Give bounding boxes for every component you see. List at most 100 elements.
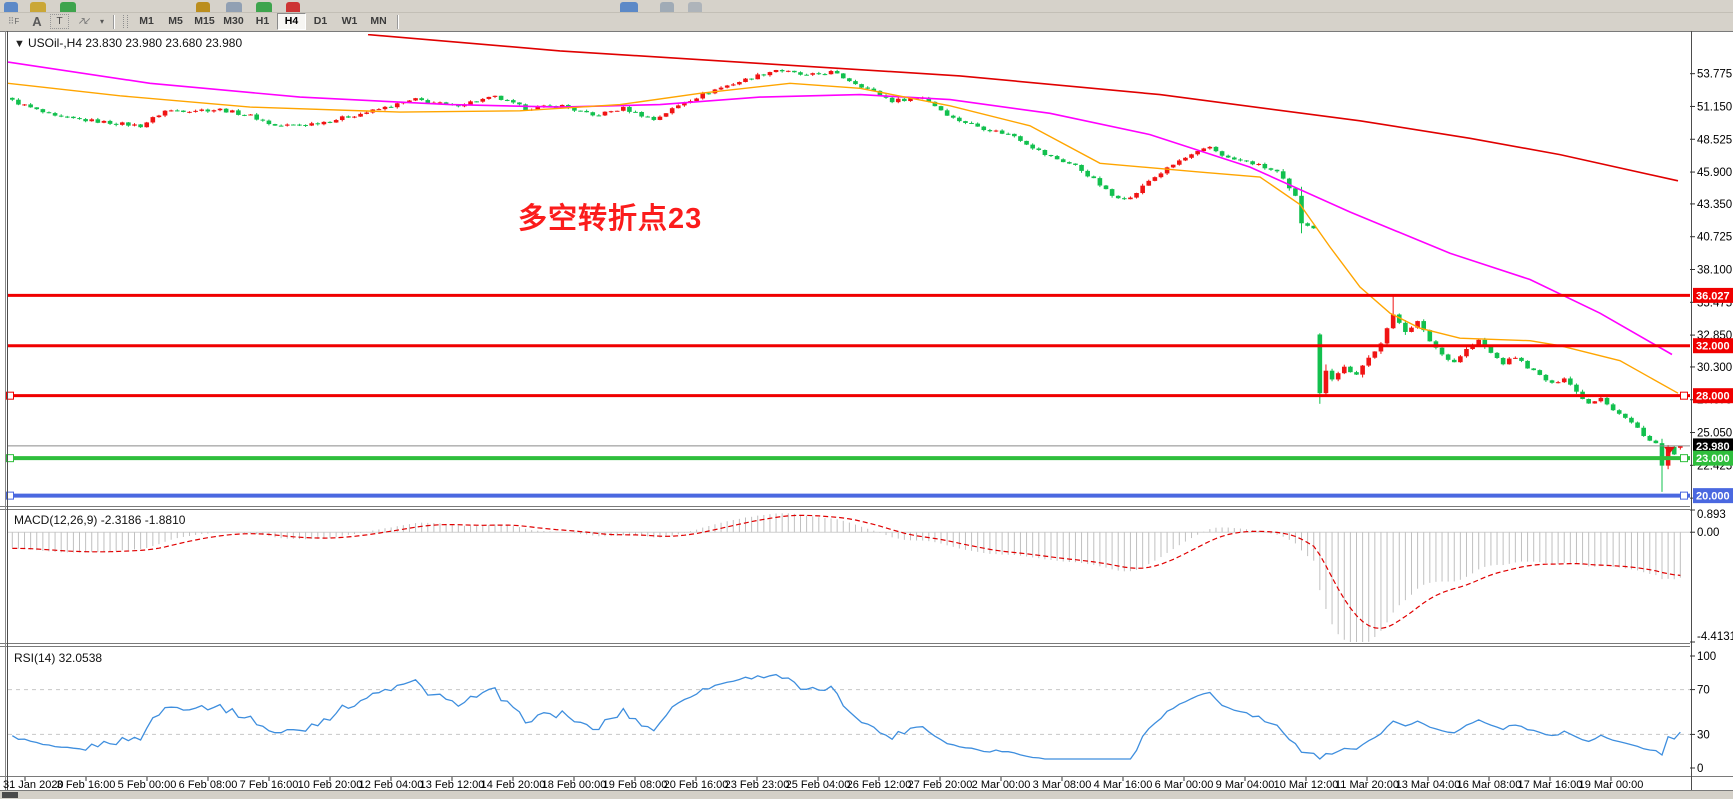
candle-body — [718, 87, 724, 90]
candle-body — [126, 122, 131, 126]
timeframe-button-m30[interactable]: M30 — [223, 15, 244, 27]
toolbar-icon-fragment[interactable] — [688, 2, 702, 12]
timeframe-button-d1[interactable]: D1 — [313, 15, 328, 27]
candle-body — [95, 119, 101, 123]
timeframe-button-mn[interactable]: MN — [370, 15, 387, 27]
grid-letter: F — [14, 17, 19, 26]
candle-body — [22, 104, 27, 106]
rsi-pane[interactable] — [8, 673, 1690, 760]
candle-body — [1232, 157, 1237, 160]
candle-body — [58, 115, 64, 117]
candle-body — [596, 115, 602, 117]
timeframe-button-w1[interactable]: W1 — [341, 15, 358, 27]
candle-body — [1286, 178, 1292, 189]
candle-body — [1360, 365, 1365, 375]
timeframe-button-h1[interactable]: H1 — [255, 15, 270, 27]
toolbar-row-top[interactable] — [0, 0, 1733, 13]
candle-body — [785, 70, 791, 72]
price-axis-label: 45.900 — [1697, 167, 1732, 179]
candle-body — [10, 97, 15, 100]
candle-body — [1592, 401, 1598, 404]
price-axis-label: 40.725 — [1697, 232, 1732, 244]
candle-body — [1635, 422, 1640, 428]
timeframe-button-m15[interactable]: M15 — [194, 15, 215, 27]
candle-body — [700, 93, 706, 99]
line-handle[interactable] — [1680, 454, 1688, 463]
candle-body — [743, 78, 748, 83]
line-handle[interactable] — [1680, 491, 1688, 500]
toolbar-icon-fragment[interactable] — [660, 2, 674, 12]
annotation-text[interactable]: 多空转折点23 — [518, 203, 703, 235]
candle-body — [779, 70, 785, 72]
timeframe-button-m5[interactable]: M5 — [168, 15, 183, 27]
candle-body — [278, 125, 284, 127]
price-axis[interactable]: 53.775 51.150 48.525 45.900 43.350 40.725 38.1… — [1690, 69, 1733, 775]
line-handle[interactable] — [1680, 391, 1688, 400]
macd-pane[interactable] — [8, 513, 1690, 645]
candle-body — [1451, 359, 1457, 363]
candle-body — [663, 113, 669, 117]
toolbar-icon-fragment[interactable] — [60, 2, 76, 12]
time-axis-label: 5 Feb 00:00 — [118, 779, 177, 791]
toolbar-icon-fragment[interactable] — [4, 2, 18, 12]
candle-body — [1164, 167, 1170, 174]
candle-body — [162, 110, 168, 116]
line-handle[interactable] — [6, 454, 14, 463]
candle-body — [1183, 157, 1188, 161]
candle-body — [1555, 382, 1561, 384]
candle-body — [260, 119, 266, 121]
candle-body — [1085, 170, 1090, 177]
main-pane-overlays[interactable] — [6, 293, 1691, 500]
toolbar-icon-fragment[interactable] — [286, 2, 300, 12]
candle-body — [1610, 404, 1616, 411]
candle-body — [669, 108, 675, 114]
line-handle[interactable] — [6, 391, 14, 400]
candle-body — [504, 99, 510, 101]
candle-body — [944, 110, 950, 116]
rsi-axis-label: 70 — [1697, 685, 1710, 697]
candle-body — [627, 106, 632, 112]
rsi-axis-label: 0 — [1697, 763, 1703, 775]
candle-body — [730, 84, 736, 86]
candle-body — [1256, 163, 1262, 165]
candle-body — [297, 124, 302, 126]
candle-body — [572, 107, 577, 111]
candle-body — [132, 124, 137, 126]
candle-body — [486, 96, 492, 99]
time-axis-label: 13 Feb 12:00 — [420, 779, 485, 791]
price-axis-label: 38.100 — [1697, 265, 1732, 277]
candle-body — [804, 74, 809, 76]
toolbar-icon-fragment[interactable] — [620, 2, 638, 12]
candle-body — [1305, 223, 1310, 226]
toolbar-icon-fragment[interactable] — [30, 2, 46, 12]
candle-body — [83, 119, 88, 122]
text-label-icon[interactable]: A — [32, 14, 42, 29]
candle-body — [1623, 413, 1628, 418]
timeframe-button-m1[interactable]: M1 — [139, 15, 154, 27]
candle-body — [847, 78, 852, 82]
toolbar-icon-fragment[interactable] — [256, 2, 272, 12]
indicator-grid-icon[interactable]: ⠿ F — [2, 14, 24, 29]
candle-body — [798, 72, 803, 75]
toolbar-icon-fragment[interactable] — [226, 2, 242, 12]
candle-body — [1177, 160, 1182, 165]
window-frame-lines — [0, 31, 1733, 791]
toolbar-grip[interactable] — [123, 15, 128, 28]
candle-body — [1537, 370, 1543, 375]
candle-body — [1464, 349, 1469, 357]
toolbar-icon-fragment[interactable] — [196, 2, 210, 12]
candle-body — [1274, 169, 1280, 172]
cycle-arrows-icon[interactable]: ↗↙ — [77, 16, 92, 27]
chevron-down-icon[interactable]: ▾ — [99, 17, 104, 26]
main-price-pane[interactable] — [8, 34, 1683, 492]
text-box-icon[interactable]: T — [50, 14, 69, 29]
candle-body — [651, 116, 657, 120]
timeframe-button-h4[interactable]: H4 — [277, 13, 306, 30]
candle-body — [816, 73, 822, 75]
symbol-dropdown-icon[interactable]: ▼ — [14, 38, 25, 50]
line-handle[interactable] — [6, 491, 14, 500]
candle-body — [1531, 368, 1536, 371]
time-axis-label: 7 Feb 16:00 — [240, 779, 299, 791]
